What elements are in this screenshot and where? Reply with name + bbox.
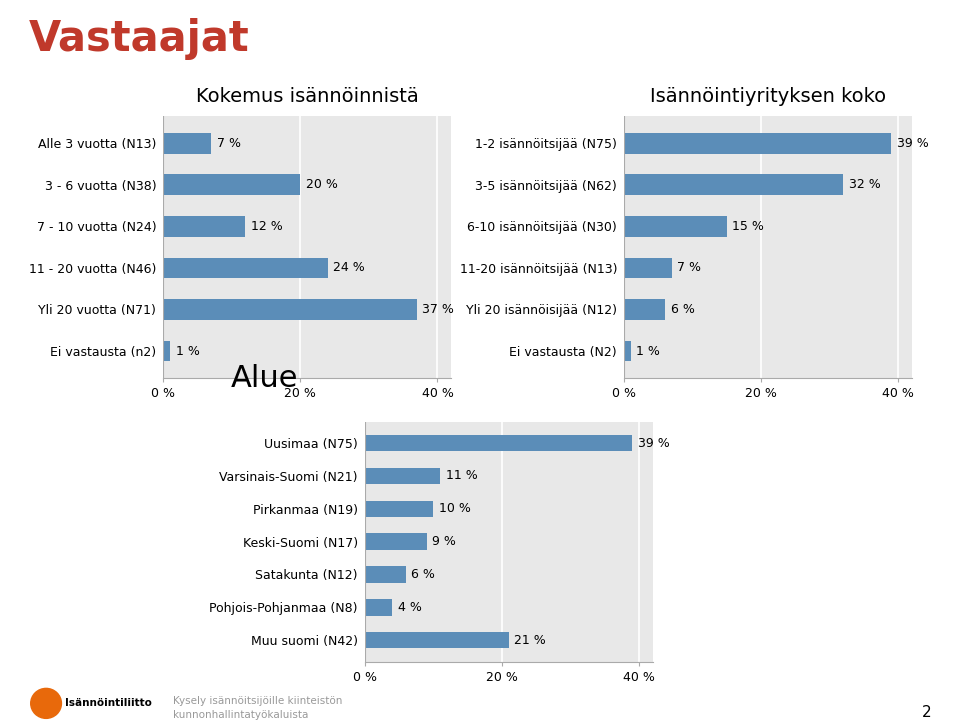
Bar <box>624 216 727 237</box>
Text: 10 %: 10 % <box>439 502 470 515</box>
Bar <box>163 299 417 320</box>
Bar <box>163 341 170 361</box>
Text: Alue: Alue <box>230 364 298 393</box>
Bar <box>365 599 393 616</box>
Text: 2: 2 <box>922 704 931 720</box>
Text: 6 %: 6 % <box>671 303 694 316</box>
Bar <box>624 299 665 320</box>
Text: 37 %: 37 % <box>422 303 454 316</box>
Text: 7 %: 7 % <box>217 137 241 150</box>
Text: 1 %: 1 % <box>636 345 660 358</box>
Bar <box>163 174 300 196</box>
Title: Isännöintiyrityksen koko: Isännöintiyrityksen koko <box>650 87 886 106</box>
Bar <box>163 133 211 153</box>
Title: Kokemus isännöinnistä: Kokemus isännöinnistä <box>196 87 419 106</box>
Text: 20 %: 20 % <box>306 178 338 191</box>
Bar <box>624 174 844 196</box>
Text: 6 %: 6 % <box>412 568 435 581</box>
Bar <box>365 566 406 583</box>
Text: 39 %: 39 % <box>897 137 928 150</box>
Text: 4 %: 4 % <box>397 601 421 614</box>
Text: 11 %: 11 % <box>445 470 477 483</box>
Bar <box>365 534 426 550</box>
Text: 1 %: 1 % <box>176 345 200 358</box>
Text: Kysely isännöitsijöille kiinteistön
kunnonhallintatyökaluista: Kysely isännöitsijöille kiinteistön kunn… <box>173 696 342 720</box>
Text: Vastaajat: Vastaajat <box>29 18 250 60</box>
Bar <box>365 467 441 484</box>
Bar <box>624 341 631 361</box>
Text: 7 %: 7 % <box>678 262 702 275</box>
Bar <box>365 435 633 451</box>
Text: 32 %: 32 % <box>849 178 880 191</box>
Ellipse shape <box>31 688 61 718</box>
Text: 9 %: 9 % <box>432 535 456 548</box>
Bar <box>365 632 509 648</box>
Bar <box>163 257 327 278</box>
Bar <box>163 216 246 237</box>
Text: Isännöintiliitto: Isännöintiliitto <box>65 699 152 708</box>
Bar <box>624 257 672 278</box>
Text: 15 %: 15 % <box>732 220 764 233</box>
Text: 12 %: 12 % <box>251 220 283 233</box>
Bar <box>365 500 433 517</box>
Text: 39 %: 39 % <box>637 436 669 449</box>
Text: 21 %: 21 % <box>515 634 546 647</box>
Text: 24 %: 24 % <box>333 262 365 275</box>
Bar <box>624 133 892 153</box>
